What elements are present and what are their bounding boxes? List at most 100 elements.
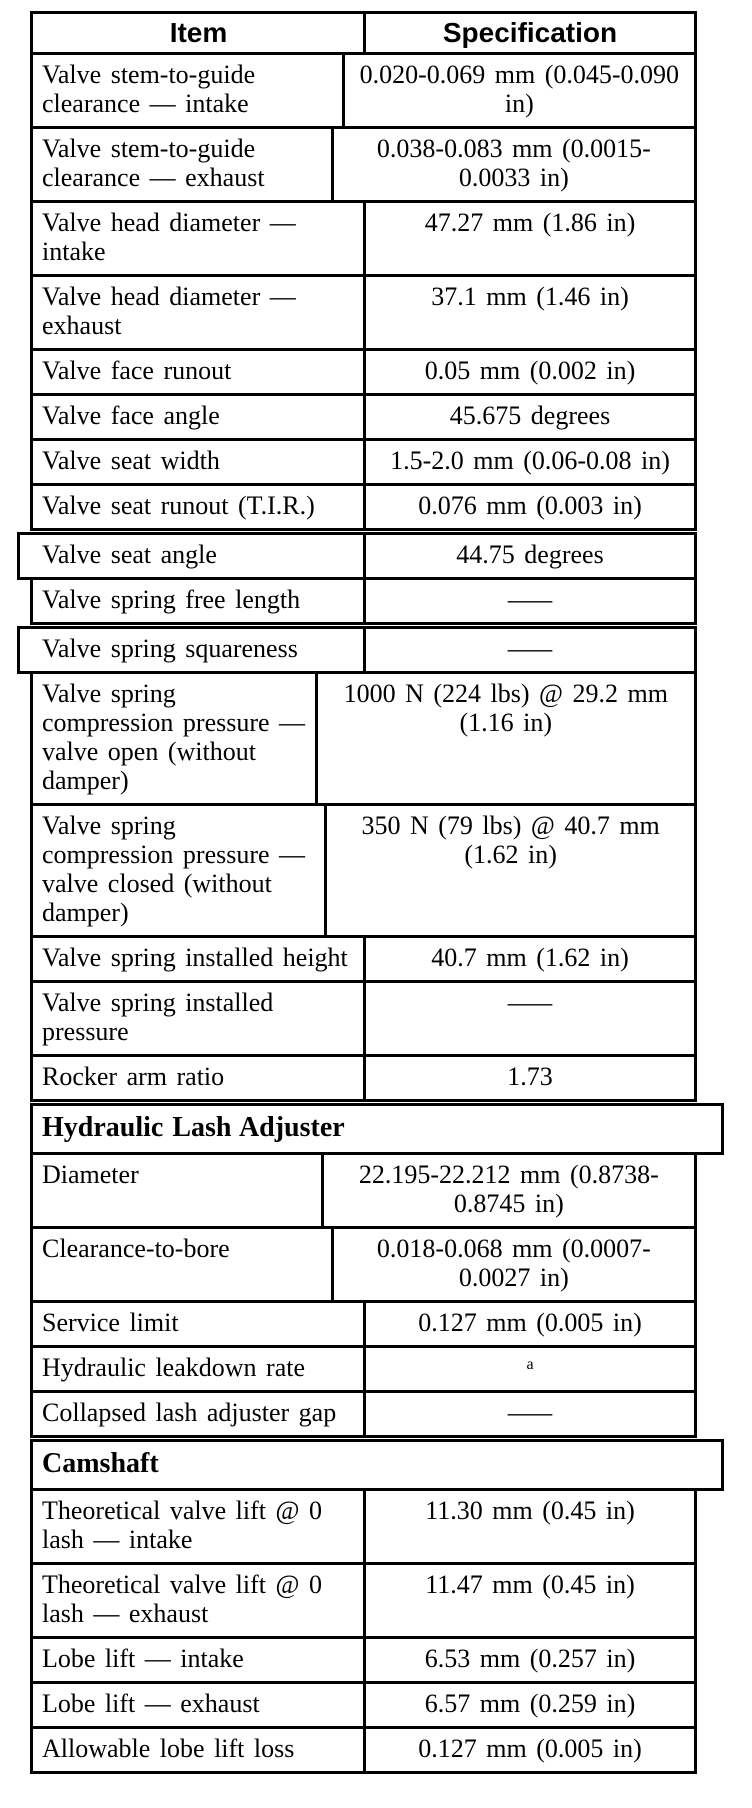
- item-cell: Theoretical valve lift @ 0 lash — intake: [33, 1491, 366, 1562]
- spec-cell: 0.018-0.068 mm (0.0007-0.0027 in): [334, 1229, 694, 1300]
- table-row: Valve spring free length —: [30, 577, 697, 625]
- table-row: Theoretical valve lift @ 0 lash — exhaus…: [30, 1562, 697, 1639]
- table-row: Valve seat angle 44.75 degrees: [17, 532, 697, 580]
- spec-cell: 0.038-0.083 mm (0.0015-0.0033 in): [334, 129, 694, 200]
- item-cell: Valve spring free length: [33, 580, 366, 622]
- spec-value: 37.1 mm (1.46 in): [431, 282, 629, 311]
- item-cell: Valve spring compression pressure — valv…: [33, 806, 328, 935]
- spec-cell: 0.127 mm (0.005 in): [366, 1303, 694, 1345]
- item-cell: Valve spring installed height: [33, 938, 366, 980]
- item-cell: Valve face runout: [33, 351, 366, 393]
- spec-cell: a: [366, 1348, 694, 1390]
- spec-value: 0.076 mm (0.003 in): [418, 491, 642, 520]
- spec-cell: 1.5-2.0 mm (0.06-0.08 in): [366, 441, 694, 483]
- table-row: Allowable lobe lift loss 0.127 mm (0.005 …: [30, 1726, 697, 1774]
- spec-value: 0.05 mm (0.002 in): [424, 356, 636, 385]
- spec-value: 22.195-22.212 mm (0.8738-0.8745 in): [358, 1160, 659, 1218]
- item-cell: Lobe lift — intake: [33, 1639, 366, 1681]
- item-cell: Valve seat runout (T.I.R.): [33, 486, 366, 528]
- spec-cell: 40.7 mm (1.62 in): [366, 938, 694, 980]
- table-row: Clearance-to-bore 0.018-0.068 mm (0.0007-…: [30, 1226, 697, 1303]
- empty-value-dash: —: [507, 634, 553, 663]
- spec-value: 350 N (79 lbs) @ 40.7 mm (1.62 in): [361, 811, 660, 869]
- item-cell: Rocker arm ratio: [33, 1057, 366, 1099]
- item-cell: Valve seat width: [33, 441, 366, 483]
- table-header-row: Item Specification: [30, 11, 697, 55]
- spec-cell: 1.73: [366, 1057, 694, 1099]
- table-row: Collapsed lash adjuster gap —: [30, 1390, 697, 1438]
- table-row: Valve spring squareness —: [17, 626, 697, 674]
- footnote-marker: a: [526, 1356, 534, 1373]
- table-row: Rocker arm ratio 1.73: [30, 1054, 697, 1102]
- table-row: Valve stem-to-guide clearance — intake 0.…: [30, 52, 697, 129]
- table-row: Valve spring compression pressure — valv…: [30, 803, 697, 938]
- item-column-header: Item: [33, 14, 366, 52]
- spec-cell: —: [366, 580, 694, 622]
- table-row: Valve face angle 45.675 degrees: [30, 393, 697, 441]
- empty-value-dash: —: [507, 585, 553, 614]
- table-row: Valve spring installed height 40.7 mm (1.…: [30, 935, 697, 983]
- spec-value: 47.27 mm (1.86 in): [424, 208, 636, 237]
- spec-value: 45.675 degrees: [449, 401, 611, 430]
- table-row: Valve head diameter — exhaust 37.1 mm (1.…: [30, 274, 697, 351]
- spec-value: 0.038-0.083 mm (0.0015-0.0033 in): [376, 134, 651, 192]
- spec-cell: 11.47 mm (0.45 in): [366, 1565, 694, 1636]
- spec-value: 1.5-2.0 mm (0.06-0.08 in): [390, 446, 670, 475]
- spec-cell: 37.1 mm (1.46 in): [366, 277, 694, 348]
- spec-cell: —: [366, 1393, 694, 1435]
- spec-cell: —: [366, 983, 694, 1054]
- item-cell: Valve head diameter — exhaust: [33, 277, 366, 348]
- spec-value: 1.73: [507, 1062, 553, 1091]
- table-row: Valve head diameter — intake 47.27 mm (1.…: [30, 200, 697, 277]
- table-row: Valve seat runout (T.I.R.) 0.076 mm (0.00…: [30, 483, 697, 531]
- item-cell: Clearance-to-bore: [33, 1229, 334, 1300]
- spec-value: 6.57 mm (0.259 in): [424, 1689, 636, 1718]
- section-title: Camshaft: [42, 1448, 159, 1479]
- spec-cell: 6.53 mm (0.257 in): [366, 1639, 694, 1681]
- spec-value: 0.127 mm (0.005 in): [418, 1734, 642, 1763]
- spec-cell: 0.127 mm (0.005 in): [366, 1729, 694, 1771]
- spec-value: 0.127 mm (0.005 in): [418, 1308, 642, 1337]
- section-header-row: Hydraulic Lash Adjuster: [30, 1103, 724, 1155]
- spec-cell: 350 N (79 lbs) @ 40.7 mm (1.62 in): [327, 806, 694, 935]
- spec-value: 0.018-0.068 mm (0.0007-0.0027 in): [376, 1234, 651, 1292]
- spec-cell: 11.30 mm (0.45 in): [366, 1491, 694, 1562]
- spec-cell: 47.27 mm (1.86 in): [366, 203, 694, 274]
- item-cell: Allowable lobe lift loss: [33, 1729, 366, 1771]
- item-cell: Valve head diameter — intake: [33, 203, 366, 274]
- item-cell: Valve stem-to-guide clearance — intake: [33, 55, 345, 126]
- spec-value: 0.020-0.069 mm (0.045-0.090 in): [359, 60, 680, 118]
- spec-cell: 44.75 degrees: [366, 535, 694, 577]
- spec-value: 1000 N (224 lbs) @ 29.2 mm (1.16 in): [343, 679, 668, 737]
- table-row: Valve spring installed pressure —: [30, 980, 697, 1057]
- table-row: Valve stem-to-guide clearance — exhaust 0…: [30, 126, 697, 203]
- spec-value: 40.7 mm (1.62 in): [431, 943, 629, 972]
- spec-value: 44.75 degrees: [456, 540, 604, 569]
- spec-cell: —: [366, 629, 694, 671]
- item-cell: Valve seat angle: [20, 535, 366, 577]
- item-cell: Valve spring compression pressure — valv…: [33, 674, 318, 803]
- spec-value: 11.47 mm (0.45 in): [425, 1570, 635, 1599]
- section-title: Hydraulic Lash Adjuster: [42, 1112, 345, 1143]
- table-row: Diameter 22.195-22.212 mm (0.8738-0.8745 …: [30, 1152, 697, 1229]
- spec-cell: 0.020-0.069 mm (0.045-0.090 in): [345, 55, 694, 126]
- specification-column-header: Specification: [442, 17, 618, 48]
- empty-value-dash: —: [507, 1398, 553, 1427]
- spec-cell: 0.05 mm (0.002 in): [366, 351, 694, 393]
- item-cell: Collapsed lash adjuster gap: [33, 1393, 366, 1435]
- table-row: Valve spring compression pressure — valv…: [30, 671, 697, 806]
- spec-cell: 0.076 mm (0.003 in): [366, 486, 694, 528]
- item-cell: Hydraulic leakdown rate: [33, 1348, 366, 1390]
- item-cell: Service limit: [33, 1303, 366, 1345]
- item-cell: Lobe lift — exhaust: [33, 1684, 366, 1726]
- table-row: Hydraulic leakdown rate a: [30, 1345, 697, 1393]
- spec-cell: 45.675 degrees: [366, 396, 694, 438]
- item-cell: Valve face angle: [33, 396, 366, 438]
- section-header-row: Camshaft: [30, 1439, 724, 1491]
- item-cell: Valve stem-to-guide clearance — exhaust: [33, 129, 334, 200]
- item-cell: Theoretical valve lift @ 0 lash — exhaus…: [33, 1565, 366, 1636]
- valve-specifications-table: Item Specification Valve stem-to-guide c…: [17, 11, 724, 1774]
- spec-cell: 1000 N (224 lbs) @ 29.2 mm (1.16 in): [318, 674, 694, 803]
- table-row: Lobe lift — intake 6.53 mm (0.257 in): [30, 1636, 697, 1684]
- spec-value: 11.30 mm (0.45 in): [425, 1496, 635, 1525]
